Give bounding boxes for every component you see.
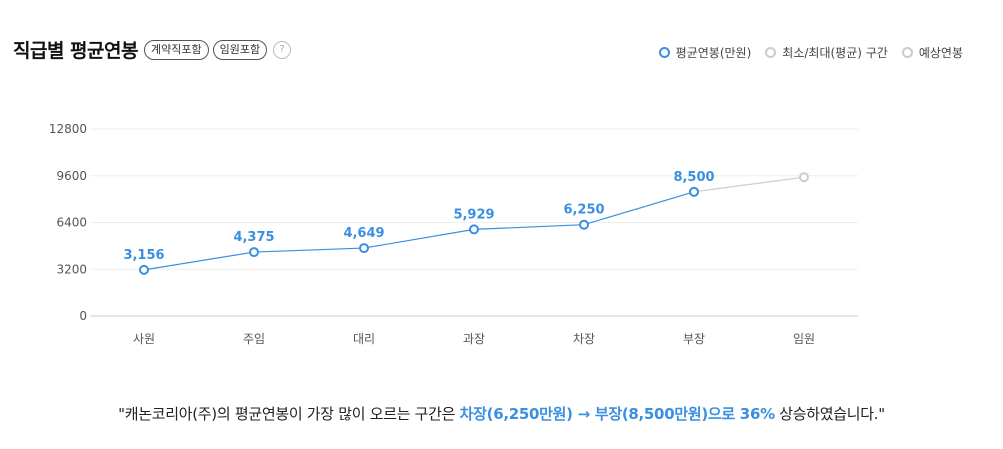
x-tick-label: 차장 <box>573 332 595 346</box>
data-label: 5,929 <box>453 207 494 222</box>
data-label: 3,156 <box>123 248 164 263</box>
y-tick-label: 12800 <box>49 122 87 136</box>
legend-label: 최소/최대(평균) 구간 <box>782 46 888 60</box>
data-label: 6,250 <box>563 203 604 218</box>
x-tick-label: 사원 <box>133 332 155 346</box>
data-point <box>139 264 149 275</box>
legend-dot-icon <box>658 47 670 58</box>
data-point <box>249 247 259 258</box>
summary-text: "캐논코리아(주)의 평균연봉이 가장 많이 오르는 구간은 차장(6,250만… <box>0 403 1003 424</box>
data-label: 4,649 <box>343 226 384 241</box>
chart-legend: 평균연봉(만원) 최소/최대(평균) 구간 예상연봉 <box>645 44 963 61</box>
question-icon[interactable]: ? <box>273 40 292 59</box>
legend-label: 평균연봉(만원) <box>675 46 752 60</box>
legend-item-expected[interactable]: 예상연봉 <box>901 44 963 61</box>
salary-line-chart: 0 3200 6400 9600 12800 사원 주임 대리 과장 차장 부장 임원 3,156 4,3… <box>49 122 858 346</box>
data-point <box>689 186 699 197</box>
data-label: 8,500 <box>673 170 714 185</box>
summary-prefix: "캐논코리아(주)의 평균연봉이 가장 많이 오르는 구간은 <box>118 405 460 423</box>
data-point <box>799 172 809 183</box>
y-tick-label: 0 <box>79 309 87 323</box>
executive-include-chip[interactable]: 임원포함 <box>212 39 268 60</box>
data-point <box>579 219 589 230</box>
summary-highlight: 차장(6,250만원) → 부장(8,500만원)으로 36% <box>459 405 775 423</box>
page-title: 직급별 평균연봉 <box>13 40 138 62</box>
data-point <box>359 243 369 254</box>
x-tick-label: 대리 <box>353 332 375 346</box>
legend-label: 예상연봉 <box>918 46 963 60</box>
x-tick-label: 임원 <box>793 332 815 346</box>
legend-dot-icon <box>901 47 913 58</box>
x-tick-label: 과장 <box>463 332 485 346</box>
y-tick-label: 9600 <box>56 169 87 183</box>
x-tick-label: 부장 <box>683 332 705 346</box>
summary-suffix: 상승하였습니다." <box>774 405 885 423</box>
series-line <box>143 191 695 271</box>
x-tick-label: 주임 <box>243 332 265 346</box>
contract-include-chip[interactable]: 계약직포함 <box>143 39 209 60</box>
series-line <box>693 176 805 193</box>
chart-header: 직급별 평균연봉 계약직포함 임원포함 ? <box>13 36 292 63</box>
legend-item-range[interactable]: 최소/최대(평균) 구간 <box>765 44 888 61</box>
y-tick-label: 3200 <box>56 262 87 276</box>
y-tick-label: 6400 <box>56 216 87 230</box>
data-point <box>469 224 479 235</box>
data-label: 4,375 <box>233 230 274 245</box>
legend-item-average[interactable]: 평균연봉(만원) <box>658 44 752 61</box>
legend-dot-icon <box>765 47 777 58</box>
